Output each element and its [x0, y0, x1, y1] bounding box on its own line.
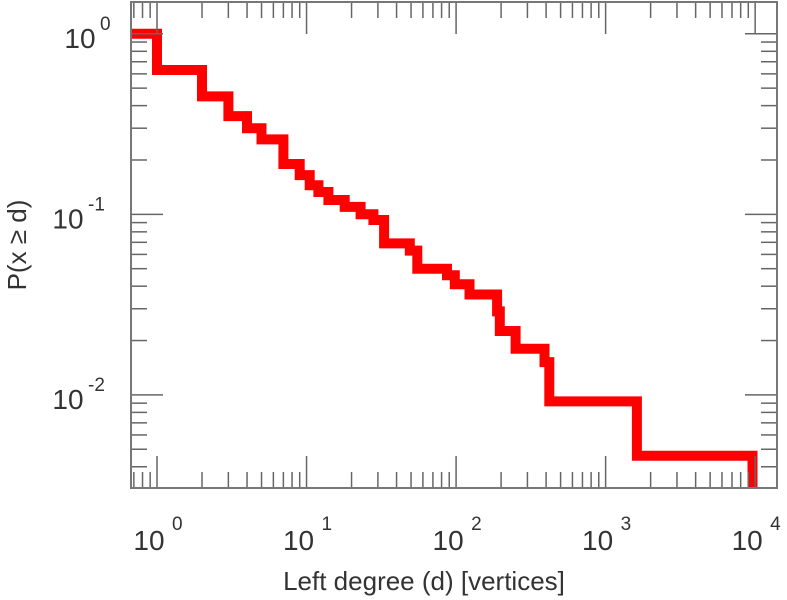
x-tick-exponent: 0	[172, 514, 183, 535]
y-tick-exponent: 0	[100, 14, 111, 35]
y-tick-label: 10	[64, 23, 95, 54]
y-tick-exponent: -2	[88, 375, 105, 396]
y-tick-label: 10	[52, 203, 83, 234]
x-tick-label: 10	[433, 525, 464, 556]
axis-ticks	[131, 2, 777, 488]
x-tick-exponent: 3	[621, 514, 632, 535]
x-tick-exponent: 4	[770, 514, 781, 535]
plot-frame	[130, 1, 778, 489]
x-axis-title: Left degree (d) [vertices]	[283, 566, 565, 596]
x-tick-exponent: 2	[471, 514, 482, 535]
x-tick-exponent: 1	[322, 514, 333, 535]
x-tick-label: 10	[732, 525, 763, 556]
y-axis-title: P(x ≥ d)	[2, 200, 32, 291]
x-tick-label: 10	[283, 525, 314, 556]
series-line-ccdf	[131, 28, 758, 488]
y-tick-exponent: -1	[88, 194, 105, 215]
series-layer	[131, 28, 758, 488]
x-tick-label: 10	[133, 525, 164, 556]
y-tick-label: 10	[52, 384, 83, 415]
x-tick-label: 10	[582, 525, 613, 556]
